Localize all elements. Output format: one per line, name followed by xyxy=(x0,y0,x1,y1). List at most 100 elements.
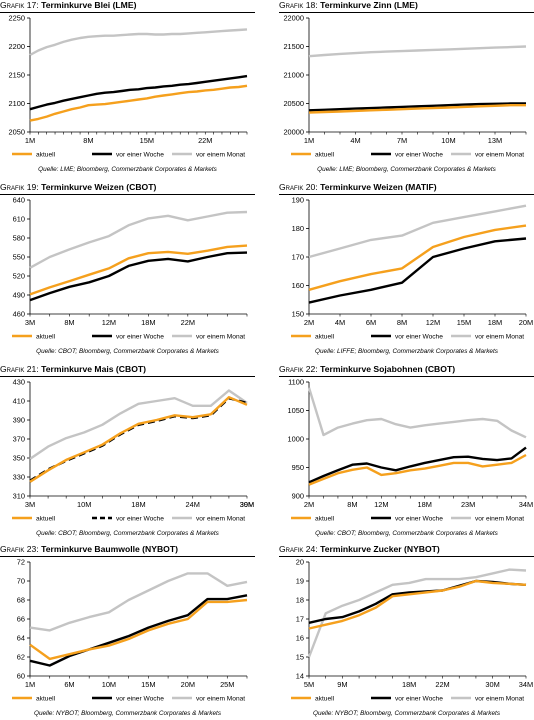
y-tick-label: 160 xyxy=(292,281,304,290)
figure-number: Grafik 24: xyxy=(279,544,318,554)
legend-label: vor einem Monat xyxy=(475,695,524,702)
y-tick-label: 70 xyxy=(17,577,25,586)
legend-label: vor einer Woche xyxy=(116,333,164,340)
chart-title: Terminkurve Baumwolle (NYBOT) xyxy=(41,544,178,554)
x-tick-label: 15M xyxy=(140,136,154,145)
y-tick-label: 20500 xyxy=(283,99,304,108)
chart-panel-weizen-matif: Grafik 20: Terminkurve Weizen (MATIF) 15… xyxy=(279,182,534,358)
y-tick-label: 350 xyxy=(13,454,25,463)
y-tick-label: 64 xyxy=(17,634,25,643)
x-tick-label: 8M xyxy=(83,136,93,145)
chart-title: Terminkurve Zucker (NYBOT) xyxy=(320,544,440,554)
series-line xyxy=(29,572,248,632)
y-tick-label: 19 xyxy=(296,577,304,586)
legend-label: vor einem Monat xyxy=(475,151,524,158)
chart-panel-zucker: Grafik 24: Terminkurve Zucker (NYBOT) 14… xyxy=(279,544,534,720)
x-tick-label: 30M xyxy=(485,680,499,689)
y-tick-label: 60 xyxy=(17,672,25,681)
x-tick-label: 22M xyxy=(198,136,212,145)
x-tick-label: 1M xyxy=(304,136,314,145)
y-tick-label: 2200 xyxy=(9,42,25,51)
source-note: Quelle: CBOT; Bloomberg, Commerzbank Cor… xyxy=(36,348,219,355)
legend-label: vor einem Monat xyxy=(196,515,245,522)
title-rule xyxy=(279,556,534,557)
panel-title: Grafik 23: Terminkurve Baumwolle (NYBOT) xyxy=(0,544,178,554)
x-tick-label: 10M xyxy=(77,500,91,509)
panel-title: Grafik 24: Terminkurve Zucker (NYBOT) xyxy=(279,544,440,554)
series-line xyxy=(29,84,248,122)
series-line xyxy=(308,446,527,484)
legend-label: aktuell xyxy=(36,333,56,340)
x-tick-label: 1M xyxy=(25,680,35,689)
series-line xyxy=(308,104,526,114)
legend-label: vor einer Woche xyxy=(395,515,443,522)
legend-label: vor einer Woche xyxy=(116,695,164,702)
y-tick-label: 170 xyxy=(292,253,304,262)
x-tick-label: 13M xyxy=(488,136,502,145)
series-line xyxy=(29,389,248,460)
line-chart-blei: 2050 2100 2150 2200 2250 1M 8M 15M 22M aktuell vor… xyxy=(9,14,248,158)
y-tick-label: 640 xyxy=(13,196,25,205)
title-rule xyxy=(0,376,255,377)
chart-title: Terminkurve Mais (CBOT) xyxy=(41,364,146,374)
line-chart-baumwolle: 60 62 64 66 68 70 72 1M 6M 10M 15M 20M 25M aktuell vor… xyxy=(12,558,248,702)
x-tick-label: 18M xyxy=(402,680,416,689)
series-line xyxy=(308,579,527,624)
y-tick-label: 900 xyxy=(292,492,304,501)
x-tick-label: 15M xyxy=(457,318,471,327)
x-tick-label: 34M xyxy=(519,680,533,689)
panel-title: Grafik 20: Terminkurve Weizen (MATIF) xyxy=(279,182,437,192)
legend-label: vor einer Woche xyxy=(395,333,443,340)
figure-number: Grafik 18: xyxy=(279,0,318,10)
title-rule xyxy=(0,12,255,13)
y-tick-label: 20 xyxy=(296,558,304,567)
series-line xyxy=(29,210,248,269)
source-note: Quelle: NYBOT; Bloomberg, Commerzbank Co… xyxy=(33,710,222,717)
y-tick-label: 66 xyxy=(17,615,25,624)
y-tick-label: 72 xyxy=(17,558,25,567)
x-tick-label: 18M xyxy=(131,500,145,509)
legend-label: aktuell xyxy=(36,151,56,158)
series-line xyxy=(29,28,248,57)
chart-panel-sojabohnen: Grafik 22: Terminkurve Sojabohnen (CBOT)… xyxy=(279,364,534,540)
x-tick-label: 8M xyxy=(347,500,357,509)
y-tick-label: 310 xyxy=(13,492,25,501)
x-tick-label: 18M xyxy=(488,318,502,327)
y-tick-label: 22000 xyxy=(283,14,304,23)
x-tick-label: 9M xyxy=(337,680,347,689)
chart-panel-baumwolle: Grafik 23: Terminkurve Baumwolle (NYBOT)… xyxy=(0,544,255,720)
chart-title: Terminkurve Weizen (CBOT) xyxy=(41,182,157,192)
chart-panel-mais: Grafik 21: Terminkurve Mais (CBOT) 310 33… xyxy=(0,364,255,540)
title-rule xyxy=(279,12,534,13)
title-rule xyxy=(0,556,255,557)
chart-title: Terminkurve Blei (LME) xyxy=(41,0,137,10)
y-tick-label: 180 xyxy=(292,224,304,233)
x-tick-label: 6M xyxy=(366,318,376,327)
chart-title: Terminkurve Zinn (LME) xyxy=(320,0,418,10)
y-tick-label: 14 xyxy=(296,672,304,681)
y-tick-label: 2050 xyxy=(9,128,25,137)
y-tick-label: 17 xyxy=(296,615,304,624)
legend-label: aktuell xyxy=(36,695,56,702)
legend-label: vor einem Monat xyxy=(196,695,245,702)
x-tick-label: 22M xyxy=(435,680,449,689)
legend-label: aktuell xyxy=(36,515,56,522)
legend-label: aktuell xyxy=(315,695,335,702)
x-tick-label: 18M xyxy=(141,318,155,327)
panel-title: Grafik 18: Terminkurve Zinn (LME) xyxy=(279,0,418,10)
y-tick-label: 21000 xyxy=(283,71,304,80)
figure-number: Grafik 17: xyxy=(0,0,39,10)
x-tick-label: 10M xyxy=(441,136,455,145)
y-tick-label: 18 xyxy=(296,596,304,605)
series-line xyxy=(308,453,527,486)
x-tick-label: 22M xyxy=(181,318,195,327)
x-tick-label: 1M xyxy=(25,136,35,145)
x-tick-label: 24M xyxy=(186,500,200,509)
line-chart-sojabohnen: 900 950 1000 1050 1100 2M 8M 12M 18M 23M 34M aktuel… xyxy=(288,378,534,522)
y-tick-label: 68 xyxy=(17,596,25,605)
chart-panel-blei: Grafik 17: Terminkurve Blei (LME) 2050 21… xyxy=(0,0,255,176)
series-line xyxy=(29,598,248,661)
y-tick-label: 610 xyxy=(13,215,25,224)
legend-label: vor einem Monat xyxy=(196,151,245,158)
